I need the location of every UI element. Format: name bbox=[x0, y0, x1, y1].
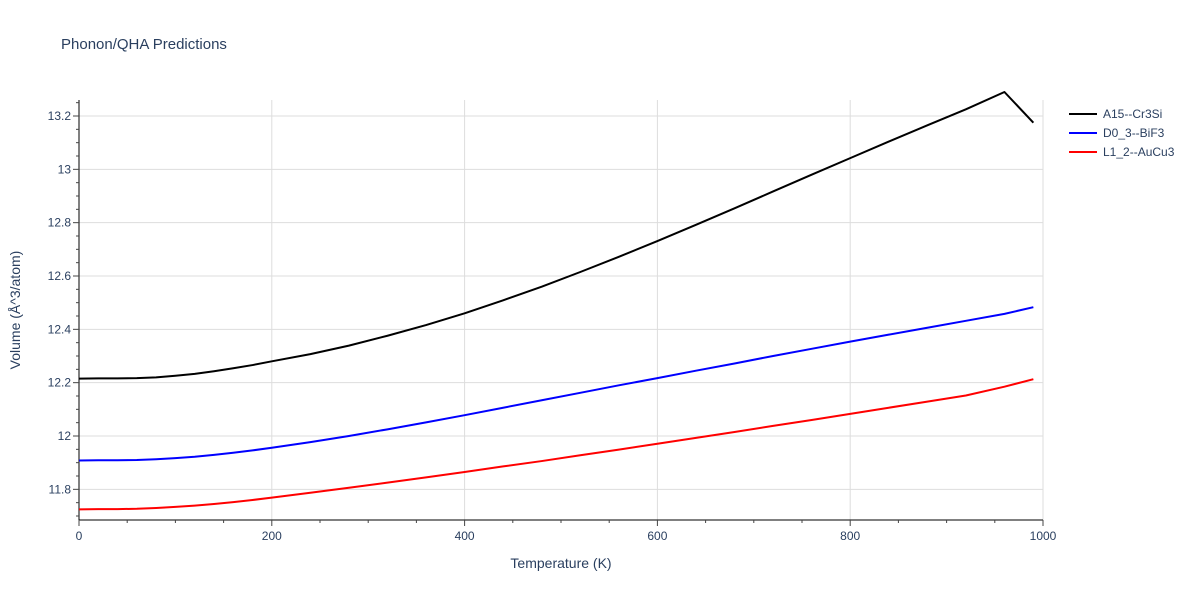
series-line-1[interactable] bbox=[78, 306, 1034, 462]
y-tick-label: 12.8 bbox=[48, 216, 72, 230]
x-axis-title: Temperature (K) bbox=[510, 555, 611, 571]
legend-label: D0_3--BiF3 bbox=[1103, 126, 1165, 140]
legend-item-0[interactable]: A15--Cr3Si bbox=[1069, 107, 1162, 121]
y-tick-label: 13 bbox=[58, 162, 72, 176]
y-tick-label: 12.2 bbox=[48, 376, 72, 390]
chart-title: Phonon/QHA Predictions bbox=[61, 36, 227, 53]
x-tick-label: 400 bbox=[455, 529, 475, 543]
x-tick-label: 800 bbox=[840, 529, 860, 543]
y-tick-label: 12.6 bbox=[48, 269, 72, 283]
tick-labels: 0 200 400 600 800 1000 11.8 12 12.2 12.4 12.6 12.8 1… bbox=[48, 109, 1057, 543]
series-line-0[interactable] bbox=[78, 91, 1035, 380]
legend[interactable]: A15--Cr3Si D0_3--BiF3 L1_2--AuCu3 bbox=[1069, 107, 1175, 159]
y-axis-title: Volume (Å^3/atom) bbox=[7, 251, 23, 370]
grid-lines bbox=[79, 100, 1044, 520]
x-tick-label: 1000 bbox=[1030, 529, 1057, 543]
series-line-2[interactable] bbox=[78, 378, 1034, 511]
y-tick-label: 12.4 bbox=[48, 322, 72, 336]
x-tick-label: 200 bbox=[262, 529, 282, 543]
y-tick-label: 13.2 bbox=[48, 109, 72, 123]
y-tick-label: 11.8 bbox=[49, 482, 72, 496]
series-lines[interactable] bbox=[78, 91, 1035, 511]
legend-item-1[interactable]: D0_3--BiF3 bbox=[1069, 126, 1165, 140]
legend-item-2[interactable]: L1_2--AuCu3 bbox=[1069, 145, 1175, 159]
legend-label: L1_2--AuCu3 bbox=[1103, 145, 1175, 159]
axes bbox=[73, 100, 1044, 526]
legend-label: A15--Cr3Si bbox=[1103, 107, 1162, 121]
x-tick-label: 600 bbox=[647, 529, 667, 543]
x-tick-label: 0 bbox=[76, 529, 83, 543]
y-tick-label: 12 bbox=[58, 429, 72, 443]
